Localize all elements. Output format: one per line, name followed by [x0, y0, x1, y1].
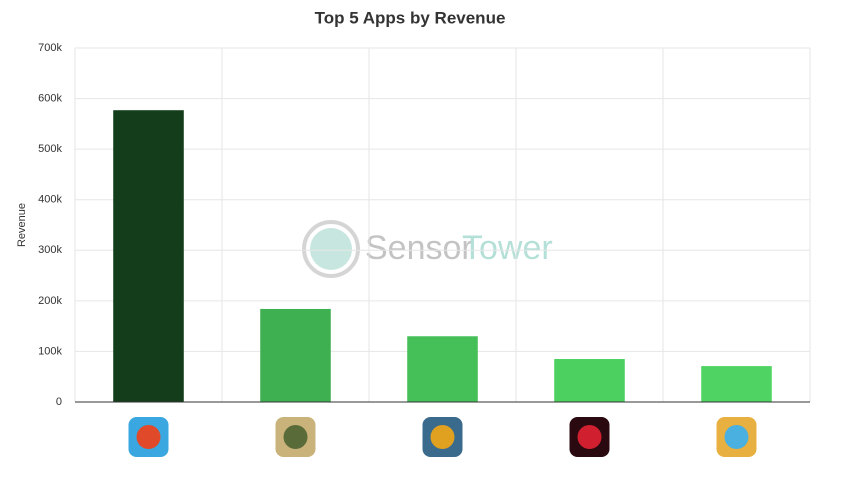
watermark-logo	[302, 220, 360, 278]
app-icon-detail	[430, 425, 455, 449]
watermark-text: Tower	[462, 229, 553, 267]
watermark-text: Sensor	[365, 229, 473, 267]
app-icon-detail	[283, 425, 308, 449]
bar	[113, 110, 184, 403]
y-tick-label: 700k	[38, 42, 62, 54]
chart-title: Top 5 Apps by Revenue	[315, 8, 506, 27]
y-tick-label: 100k	[38, 345, 62, 357]
app-icon-detail	[724, 425, 749, 449]
bar	[407, 336, 478, 402]
y-tick-label: 0	[56, 396, 62, 408]
bar	[701, 366, 772, 402]
y-tick-label: 500k	[38, 143, 62, 155]
y-tick-label: 300k	[38, 244, 62, 256]
bar	[260, 308, 331, 402]
y-tick-label: 600k	[38, 92, 62, 104]
bar	[554, 359, 625, 402]
watermark: Sensor Tower	[302, 220, 553, 278]
y-axis-label: Revenue	[16, 203, 28, 247]
y-tick-label: 200k	[38, 295, 62, 307]
app-icon-detail	[136, 425, 161, 449]
watermark-logo-inner	[310, 228, 352, 270]
y-tick-label: 400k	[38, 194, 62, 206]
app-icon-detail	[577, 425, 602, 449]
